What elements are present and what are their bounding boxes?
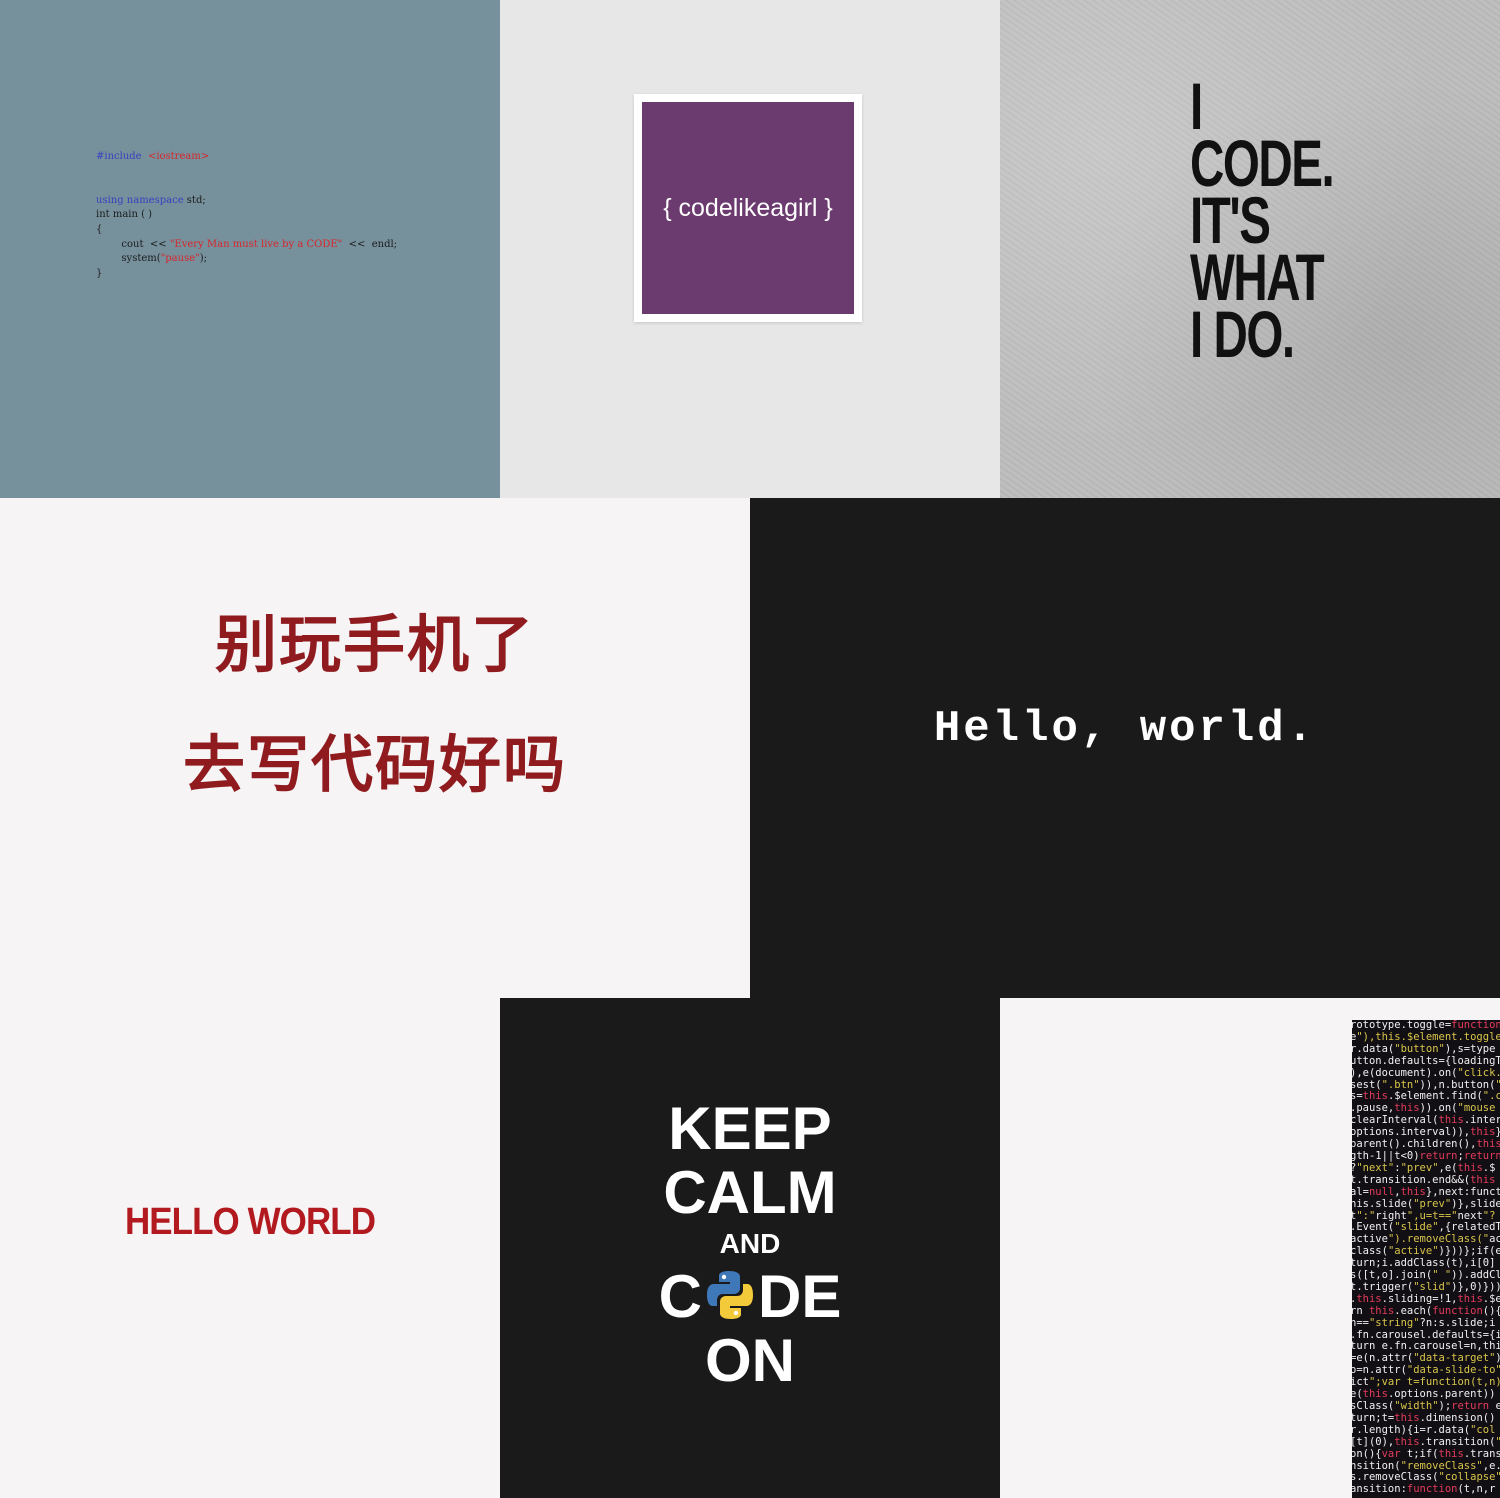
i-code-tile: I CODE. IT'S WHAT I DO. [1000,0,1500,498]
code-text: ); [199,253,208,265]
code-line: rototype.toggle=function [1352,1020,1500,1031]
codelikeagirl-tile: { codelikeagirl } [500,0,1000,498]
code-line: n=="string"?n:s.slide;i [1352,1316,1496,1329]
codelikeagirl-box: { codelikeagirl } [642,102,854,314]
codelikeagirl-text: { codelikeagirl } [663,193,833,222]
code-line: turn;t=this.dimension() [1352,1411,1496,1424]
hello-world-dark-tile: Hello, world. [750,498,1500,998]
code-line: ict";var t=function(t,n) [1352,1376,1500,1389]
code-line: [t](0),this.transition(" [1352,1435,1500,1448]
code-text: { [96,223,103,235]
codelikeagirl-logo: { codelikeagirl } [634,94,862,322]
code-line: his.slide("prev")},slide [1352,1197,1500,1210]
code-line: ansition:function(t,n,r [1352,1483,1496,1496]
code-line: e(this.options.parent)) [1352,1388,1496,1401]
code-line: gth-1||t<0)return;return [1352,1149,1500,1162]
keep-calm-line-4: C DE [500,1262,1000,1331]
js-code-panel: rototype.toggle=function e"),this.$elemen… [1352,1020,1500,1498]
code-line: =e(n.attr("data-target") [1352,1352,1500,1365]
hello-world-red-tile: HELLO WORLD [0,998,500,1498]
code-line: r.length){i=r.data("col [1352,1423,1496,1436]
code-string: <iostream> [147,151,210,162]
code-line: t.transition.end&&(this [1352,1173,1496,1186]
code-line: on(){var t;if(this.trans [1352,1447,1500,1460]
keep-calm-line-1: KEEP [668,1095,832,1162]
code-line: options.interval)),this} [1352,1126,1500,1139]
i-code-line: IT'S [1190,183,1271,257]
keep-calm-de: DE [757,1263,842,1330]
i-code-line: I [1190,69,1203,143]
hello-world-text: Hello, world. [933,704,1317,754]
code-line: .pause,this)).on("mouse [1352,1102,1496,1115]
js-code-tile: rototype.toggle=function e"),this.$elemen… [1000,998,1500,1498]
i-code-text: I CODE. IT'S WHAT I DO. [1190,69,1335,371]
code-text: system( [96,253,161,265]
cpp-code-snippet: #include <iostream> using namespace std;… [96,150,397,281]
code-line: nsition("removeClass",e. [1352,1459,1500,1472]
code-text: int main ( ) [96,209,153,221]
code-line: turn e.fn.carousel=n,thi [1352,1340,1500,1353]
code-line: parent().children(),this [1352,1138,1500,1151]
code-keyword: #include [96,151,142,162]
code-line: .fn.carousel.defaults={i [1352,1328,1500,1341]
i-code-line: CODE. [1190,126,1335,200]
code-line: al=null,this},next:funct [1352,1185,1500,1198]
code-line: ?"next":"prev",e(this.$ [1352,1161,1496,1174]
code-text: } [96,267,103,279]
code-line: clearInterval(this.inter [1352,1114,1500,1127]
code-line: s.removeClass("collapse" [1352,1471,1500,1484]
code-line: .this.sliding=!1,this.$e [1352,1292,1500,1305]
i-code-line: I DO. [1190,297,1295,371]
keep-calm-line-5: ON [705,1327,795,1394]
i-code-line: WHAT [1190,240,1325,314]
code-line: ),e(document).on("click. [1352,1066,1500,1079]
code-line: active").removeClass("ac [1352,1233,1500,1246]
code-line: sClass("width");return e [1352,1400,1500,1412]
code-line: o=n.attr("data-slide-to" [1352,1364,1500,1377]
code-line: .Event("slide",{relatedT [1352,1221,1500,1234]
cpp-code-tile: #include <iostream> using namespace std;… [0,0,500,498]
code-string: "Every Man must live by a CODE" [169,238,343,250]
code-text: << endl; [342,238,398,250]
keep-calm-line-3: AND [719,1228,781,1259]
code-line: utton.defaults={loadingT [1352,1054,1500,1067]
code-line: class("active")}))};if(e. [1352,1245,1500,1258]
keep-calm-tile: KEEP CALM AND C DE ON [500,998,1000,1498]
hello-world-red-text: HELLO WORLD [124,1201,376,1243]
code-line: sest(".btn")),n.button(" [1352,1078,1500,1091]
code-line: r.data("button"),s=type [1352,1042,1496,1055]
code-line: rn this.each(function(){ [1352,1304,1500,1317]
python-logo-icon [702,1267,758,1323]
code-line: t":"right",u=t=="next"? [1352,1209,1496,1222]
code-line: s([t,o].join(" ")).addCl [1352,1269,1500,1282]
code-line: t.trigger("slid")},0)})) [1352,1280,1500,1293]
keep-calm-line-2: CALM [663,1159,837,1226]
code-line: turn;i.addClass(t),i[0] [1352,1257,1496,1270]
chinese-line-1: 别玩手机了 [214,608,535,681]
code-line: s=this.$element.find(".c [1352,1090,1500,1103]
code-line: e"),this.$element.toggle [1352,1030,1500,1043]
keep-calm-c: C [658,1263,702,1330]
chinese-line-2: 去写代码好吗 [182,728,567,801]
code-string: "pause" [160,253,200,265]
code-text: std; [183,194,206,206]
code-keyword: using namespace [96,194,184,206]
code-text: cout << [96,238,170,250]
chinese-text-tile: 别玩手机了 去写代码好吗 [0,498,750,998]
